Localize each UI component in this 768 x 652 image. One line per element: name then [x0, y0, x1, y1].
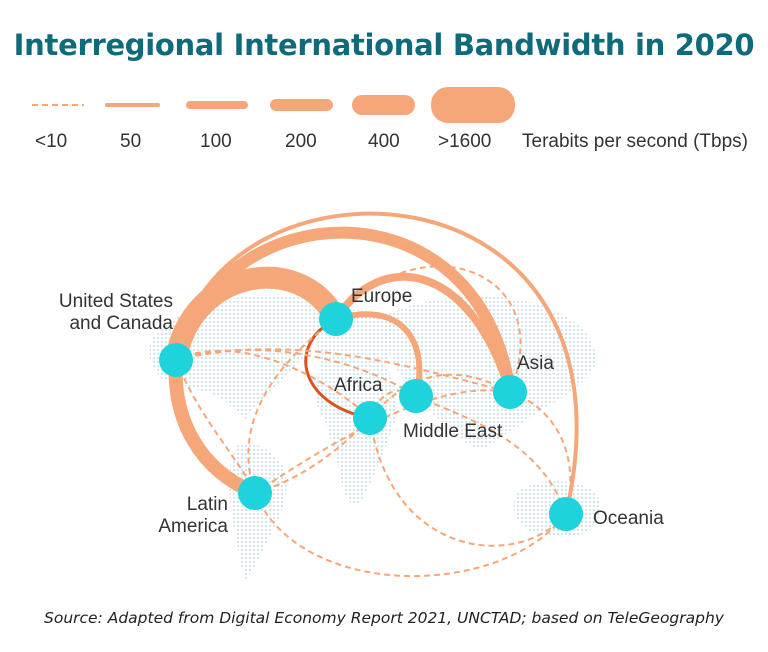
- map-south-america: [228, 443, 287, 580]
- region-nodes: [159, 302, 583, 531]
- legend-label-gt1600: >1600: [438, 131, 492, 152]
- link-usc-asia: [170, 226, 516, 398]
- legend-label-lt10: <10: [35, 131, 68, 152]
- page-title: Interregional International Bandwidth in…: [13, 28, 755, 62]
- link-usc-asia-dashed: [175, 348, 511, 393]
- node-middle-east: [399, 379, 433, 413]
- node-europe: [319, 302, 353, 336]
- legend-label-100: 100: [200, 131, 232, 152]
- link-africa-oceania: [369, 417, 567, 547]
- link-asia-oceania: [509, 391, 572, 515]
- link-usc-latam: [168, 353, 262, 500]
- node-africa: [353, 401, 387, 435]
- legend-label-50: 50: [120, 131, 142, 152]
- link-europe-asia: [332, 272, 514, 396]
- legend-label-200: 200: [285, 131, 317, 152]
- link-latam-europe: [247, 318, 337, 494]
- label-oceania: Oceania: [593, 508, 664, 529]
- legend-label-400: 400: [368, 131, 400, 152]
- link-latam-oceania: [254, 492, 567, 578]
- label-middle-east: Middle East: [403, 421, 503, 442]
- region-labels: United States and Canada Europe Africa Mi…: [59, 286, 664, 537]
- node-asia: [493, 375, 527, 409]
- link-usc-oceania: [174, 211, 579, 516]
- legend-unit: Terabits per second (Tbps): [522, 131, 748, 152]
- link-africa-europe: [304, 317, 372, 420]
- node-latam: [238, 476, 272, 510]
- links-solid: [165, 211, 579, 516]
- legend-swatches: [32, 87, 515, 123]
- link-middle-east-oceania: [415, 395, 567, 515]
- map-asia: [381, 295, 596, 450]
- link-europe-middle-east: [333, 311, 423, 399]
- label-latam: Latin America: [158, 494, 228, 537]
- label-europe: Europe: [351, 286, 412, 307]
- label-asia: Asia: [517, 353, 554, 374]
- node-oceania: [549, 497, 583, 531]
- label-usc: United States and Canada: [59, 291, 173, 334]
- legend-swatch-gt1600: [431, 87, 515, 123]
- link-usc-africa: [175, 349, 371, 419]
- link-latam-asia: [254, 389, 511, 494]
- source-note: Source: Adapted from Digital Economy Rep…: [44, 609, 724, 627]
- node-usc: [159, 343, 193, 377]
- link-europe-asia-dashed: [335, 265, 522, 393]
- label-africa: Africa: [334, 375, 383, 396]
